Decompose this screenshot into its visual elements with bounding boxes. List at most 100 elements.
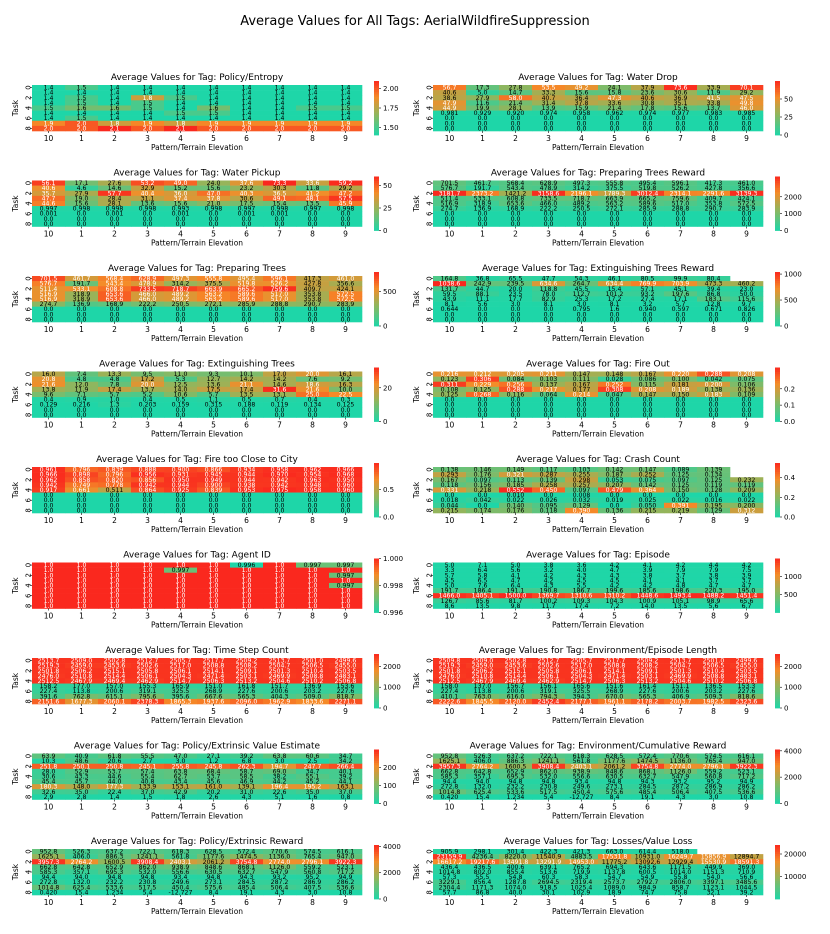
colorbar-segment	[775, 881, 780, 884]
colorbar-segment	[775, 92, 780, 95]
cell-value: 0.0	[742, 412, 752, 419]
y-axis-label: Task	[11, 672, 20, 690]
heatmap-cell	[730, 753, 764, 759]
heatmap-cell	[598, 497, 632, 504]
cell-value: 0.183	[705, 392, 723, 399]
heatmap-cell	[565, 200, 599, 207]
heatmap-cell	[598, 487, 632, 493]
cell-value: 0.0	[643, 115, 653, 122]
heatmap-cell	[499, 216, 533, 222]
heatmap-cell	[65, 603, 99, 609]
cell-value: 0.998	[205, 206, 223, 213]
heatmap-cell	[329, 211, 363, 217]
cell-value: 1493.4	[670, 593, 692, 600]
colorbar-segment	[775, 594, 780, 598]
cell-value: 40.3	[240, 190, 254, 197]
heatmap-cell	[499, 507, 533, 514]
cell-value: 1.0	[110, 562, 120, 569]
x-tick-label: 8	[310, 230, 315, 239]
colorbar-segment	[374, 701, 379, 704]
heatmap-cell	[598, 854, 632, 860]
heatmap-cell	[631, 371, 665, 377]
x-tick-label: 5	[612, 134, 617, 143]
cell-value: 848.6	[606, 768, 624, 775]
y-tick-label: 6	[426, 688, 434, 693]
heatmap-cell	[631, 567, 665, 574]
y-tick-label: 4	[426, 201, 434, 206]
heatmap-cell	[532, 100, 566, 106]
cell-value: 88.1	[476, 291, 490, 298]
cell-value: 33.6	[608, 100, 622, 107]
cell-value: 3957.3	[439, 763, 461, 770]
x-tick-label: 8	[310, 612, 315, 621]
cell-value: 2469.9	[670, 673, 692, 680]
y-tick-label: 6	[426, 784, 434, 789]
heatmap-cell	[230, 125, 264, 132]
heatmap-cell	[329, 603, 363, 609]
cell-value: 0.200	[705, 381, 723, 388]
heatmap-cell	[65, 507, 99, 514]
heatmap-cell	[98, 773, 132, 780]
heatmap-cell	[631, 407, 665, 413]
x-axis-label: Pattern/Terrain Elevation	[552, 334, 644, 343]
cell-value: 1.4	[77, 90, 87, 97]
colorbar-segment	[374, 574, 379, 577]
cell-value: 3.0	[511, 301, 521, 308]
heatmap-cell	[329, 467, 363, 473]
colorbar-segment	[374, 503, 379, 507]
x-tick-label: 10	[445, 325, 455, 334]
x-tick-label: 3	[546, 898, 551, 907]
heatmap-cell	[164, 200, 198, 207]
heatmap-cell	[65, 311, 99, 318]
cell-value: 49.0	[174, 180, 188, 187]
colorbar-segment	[374, 205, 379, 209]
heatmap-cell	[230, 884, 264, 891]
cell-value: 733.5	[139, 286, 157, 293]
heatmap-cell	[98, 110, 132, 116]
cell-value: 19217.6	[470, 859, 496, 866]
heatmap-cell	[329, 859, 363, 865]
colorbar-segment	[374, 476, 379, 480]
heatmap-cell	[164, 386, 198, 393]
heatmap-cell	[296, 794, 330, 800]
cell-value: 0.257	[573, 482, 591, 489]
cell-value: 1.4	[110, 110, 120, 117]
heatmap-cell	[197, 784, 231, 790]
cell-value: 0.962	[40, 477, 58, 484]
cell-value: 2509.0	[71, 658, 93, 665]
colorbar-segment	[374, 699, 379, 702]
heatmap-cell	[730, 869, 764, 875]
heatmap-cell	[433, 884, 467, 891]
cell-value: 695.3	[106, 869, 124, 876]
heatmap-cell	[329, 502, 363, 509]
heatmap-cell	[565, 190, 599, 197]
colorbar-segment	[374, 867, 379, 871]
colorbar-segment	[374, 121, 379, 125]
heatmap-cell	[565, 658, 599, 664]
cell-value: 0.0	[643, 221, 653, 228]
cell-value: 1.4	[341, 95, 351, 102]
heatmap-cell	[263, 316, 297, 323]
heatmap-cell	[565, 482, 599, 488]
heatmap-cell	[532, 216, 566, 222]
cell-value: 31.0	[240, 789, 254, 796]
heatmap-cell	[565, 281, 599, 287]
cell-value: 536.6	[337, 884, 355, 891]
heatmap-cell	[598, 753, 632, 759]
cell-value: 0.185	[507, 482, 525, 489]
heatmap-cell	[433, 306, 467, 313]
heatmap-cell	[598, 683, 632, 689]
cell-value: 10.3	[42, 758, 56, 765]
heatmap-cell	[296, 869, 330, 875]
heatmap-cell	[164, 105, 198, 111]
cell-value: 407.5	[705, 789, 723, 796]
colorbar-segment	[374, 872, 379, 875]
cell-value: 0.0	[544, 120, 554, 127]
heatmap-cell	[433, 472, 467, 478]
heatmap-cell	[499, 125, 533, 132]
heatmap-cell	[296, 482, 330, 488]
heatmap-cell	[230, 482, 264, 488]
cell-value: 0.0	[544, 211, 554, 218]
cell-value: 9.6	[44, 392, 54, 399]
y-axis-label: Task	[11, 99, 20, 117]
